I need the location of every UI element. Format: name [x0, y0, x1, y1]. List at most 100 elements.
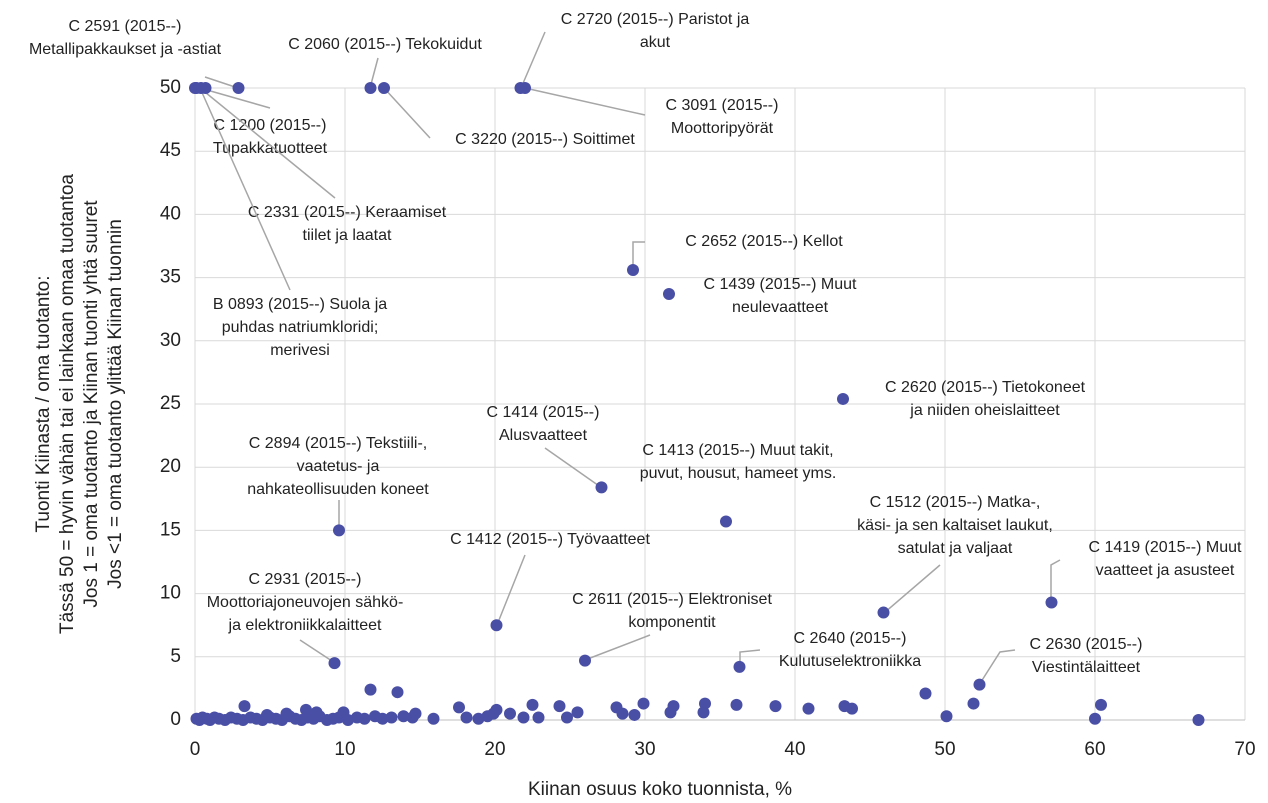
point: [532, 711, 545, 724]
point: [837, 392, 849, 405]
point: [940, 710, 953, 723]
point: [358, 712, 371, 725]
point: [460, 711, 473, 724]
point: [490, 619, 503, 632]
annotation: C 2630 (2015--): [1030, 636, 1143, 653]
point: [637, 697, 650, 710]
x-tick-label: 0: [190, 739, 201, 760]
point: [238, 700, 251, 713]
x-tick-label: 30: [634, 739, 655, 760]
annotation: Alusvaatteet: [499, 427, 588, 444]
point: [595, 481, 608, 494]
point: [553, 700, 566, 713]
point: [391, 686, 404, 699]
point: [328, 657, 341, 670]
x-tick-label: 50: [934, 739, 955, 760]
point: [337, 706, 350, 719]
point: [663, 288, 675, 301]
point: [697, 706, 710, 719]
annotation: akut: [640, 34, 671, 51]
point: [519, 82, 531, 94]
annotation: C 2894 (2015--) Tekstiili-,: [249, 435, 427, 452]
point: [378, 82, 390, 94]
annotation: vaatetus- ja: [297, 458, 380, 475]
point: [280, 707, 293, 720]
leader-line: [496, 554, 526, 626]
y-tick-label: 30: [160, 330, 181, 351]
annotation: C 1512 (2015--) Matka-,: [870, 494, 1041, 511]
leader-line: [199, 87, 291, 291]
annotation: C 2591 (2015--): [69, 18, 182, 35]
y-axis-label: Jos <1 = oma tuotanto ylittää Kiinan tuo…: [105, 219, 126, 589]
point: [561, 711, 573, 724]
leader-line: [383, 87, 431, 139]
annotation: ja niiden oheislaitteet: [909, 402, 1060, 419]
leader-line: [632, 241, 645, 270]
y-tick-label: 10: [160, 583, 181, 604]
annotation: satulat ja valjaat: [898, 540, 1013, 557]
leader-line: [584, 634, 651, 661]
point: [481, 710, 494, 723]
x-tick-label: 40: [784, 739, 805, 760]
x-tick-label: 70: [1234, 739, 1255, 760]
annotation: C 2611 (2015--) Elektroniset: [572, 591, 772, 608]
annotation: C 1200 (2015--): [214, 117, 327, 134]
annotation: B 0893 (2015--) Suola ja: [213, 296, 387, 313]
x-tick-label: 60: [1084, 739, 1105, 760]
point: [967, 697, 980, 710]
leader-line: [524, 87, 646, 116]
point: [1089, 712, 1101, 725]
point: [397, 710, 410, 723]
y-tick-label: 35: [160, 267, 181, 288]
leader-line: [199, 87, 271, 109]
point: [769, 700, 782, 713]
point: [300, 703, 312, 716]
annotation: puhdas natriumkloridi;: [222, 319, 379, 336]
point: [453, 701, 465, 714]
annotation: C 2331 (2015--) Keraamiset: [248, 204, 447, 221]
point: [846, 702, 858, 715]
point: [579, 654, 591, 667]
annotation: C 2931 (2015--): [249, 571, 362, 588]
annotation: C 1439 (2015--) Muut: [704, 276, 858, 293]
point: [409, 707, 422, 720]
y-tick-label: 15: [160, 519, 181, 540]
y-tick-label: 0: [170, 709, 181, 730]
point: [730, 698, 743, 711]
annotation: komponentit: [628, 614, 716, 631]
annotation: C 3091 (2015--): [666, 97, 779, 114]
point: [261, 708, 273, 721]
point: [199, 82, 212, 94]
point: [720, 515, 732, 528]
point: [616, 707, 629, 720]
point: [919, 687, 932, 700]
point: [385, 711, 398, 724]
y-tick-label: 45: [160, 140, 181, 161]
annotation: C 2640 (2015--): [794, 630, 907, 647]
point: [699, 697, 711, 710]
leader-line: [520, 31, 546, 89]
point: [1045, 596, 1058, 609]
point: [364, 683, 377, 696]
leader-line: [204, 76, 239, 89]
annotation: Viestintälaitteet: [1032, 659, 1141, 676]
point: [517, 711, 530, 724]
y-tick-label: 40: [160, 203, 181, 224]
annotation: puvut, housut, hameet yms.: [640, 465, 837, 482]
point: [504, 707, 516, 720]
leader-line: [978, 649, 1016, 686]
leader-line: [1050, 559, 1061, 602]
y-axis-label: Tässä 50 = hyvin vähän tai ei lainkaan o…: [57, 174, 78, 634]
point: [667, 700, 680, 713]
annotation: Metallipakkaukset ja -astiat: [29, 41, 222, 58]
point: [1192, 714, 1205, 726]
leader-line: [544, 447, 603, 489]
annotation: merivesi: [270, 342, 330, 359]
annotation: ja elektroniikkalaitteet: [228, 617, 383, 634]
y-axis-label: Tuonti Kiinasta / oma tuotanto:: [33, 275, 54, 532]
annotation: Moottoriajoneuvojen sähkö-: [207, 594, 404, 611]
x-axis-label: Kiinan osuus koko tuonnista, %: [528, 779, 792, 800]
annotation: C 1419 (2015--) Muut: [1089, 539, 1243, 556]
point: [364, 82, 377, 94]
